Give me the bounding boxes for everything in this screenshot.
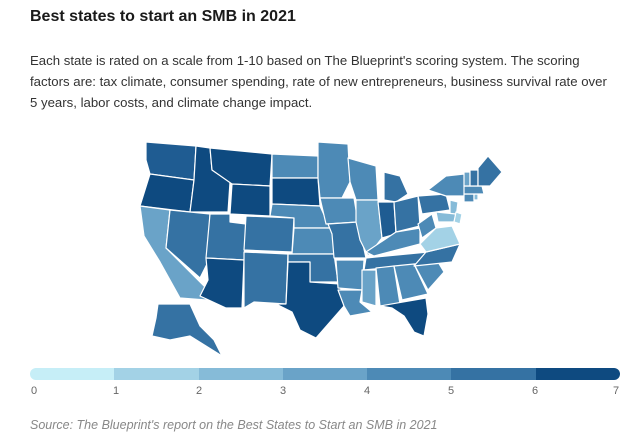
state-WY[interactable] [229,183,271,217]
state-NM[interactable] [243,251,289,309]
state-WV[interactable] [417,213,437,239]
chart-description: Each state is rated on a scale from 1-10… [30,53,607,110]
state-MN[interactable] [317,141,351,199]
state-VT[interactable] [463,171,471,187]
legend-tick: 7 [612,385,620,397]
state-OR[interactable] [139,173,195,213]
legend-bin-0-1 [30,368,115,380]
legend-tick: 6 [531,385,539,397]
legend-bin-4-5 [367,368,452,380]
state-TX[interactable] [275,261,345,339]
state-UT[interactable] [205,213,247,261]
state-ME[interactable] [477,155,503,187]
state-PA[interactable] [417,193,451,215]
state-NH[interactable] [469,169,479,187]
state-CT[interactable] [463,193,475,203]
state-AR[interactable] [335,259,365,291]
state-IA[interactable] [319,197,359,225]
legend-tick: 5 [447,385,455,397]
state-GA[interactable] [393,263,429,301]
state-KY[interactable] [365,227,421,257]
source-note: Source: The Blueprint's report on the Be… [30,418,438,432]
state-AZ[interactable] [199,257,245,309]
chart-title: Best states to start an SMB in 2021 [30,8,296,25]
state-KS[interactable] [291,227,335,255]
legend-tick: 2 [195,385,203,397]
legend-bin-2-3 [198,368,283,380]
state-MD[interactable] [435,211,457,223]
legend-bin-1-2 [114,368,199,380]
state-MS[interactable] [361,269,377,307]
legend-tick: 0 [30,385,38,397]
legend-bin-3-4 [282,368,368,380]
state-OH[interactable] [393,195,421,233]
legend-tick: 4 [363,385,371,397]
state-AK[interactable] [151,303,223,357]
state-IL[interactable] [355,199,383,257]
state-RI[interactable] [473,193,479,201]
state-WI[interactable] [347,157,379,201]
state-SD[interactable] [271,177,321,207]
legend-tick: 1 [112,385,120,397]
state-CO[interactable] [243,215,295,253]
state-MI[interactable] [383,171,409,203]
legend-bin-6-7 [535,368,620,380]
state-NY[interactable] [427,173,467,197]
state-ND[interactable] [271,153,319,179]
state-DE[interactable] [453,211,463,225]
legend-bin-5-6 [451,368,536,380]
state-NV[interactable] [165,209,211,279]
legend-tick: 3 [279,385,287,397]
color-legend [30,368,620,380]
state-FL[interactable] [379,297,429,337]
state-MA[interactable] [463,185,485,195]
state-VA[interactable] [419,225,461,253]
state-MO[interactable] [327,221,367,259]
